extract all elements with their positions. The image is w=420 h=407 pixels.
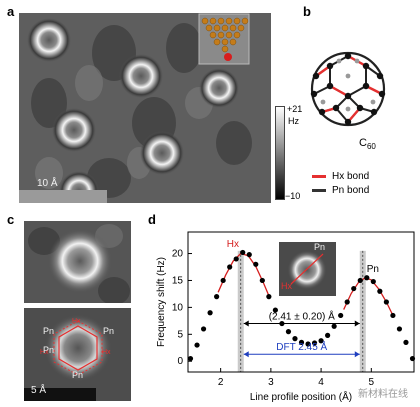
data-point (311, 340, 318, 346)
data-point (351, 285, 357, 292)
inset-afm-d (279, 242, 336, 296)
plot-frame (187, 231, 415, 373)
measured-arrowhead-right (354, 320, 360, 327)
dft-arrowhead-left (243, 351, 249, 358)
inset-label-hx: Hx (281, 281, 292, 291)
fit-curve-2 (343, 277, 393, 315)
data-point (227, 264, 233, 270)
legend-hx-swatch (312, 175, 326, 178)
afm-image-panel-a (19, 13, 271, 203)
data-point (240, 249, 246, 256)
data-point (370, 278, 376, 285)
scalebar-label-c: 5 Å (31, 385, 47, 396)
data-point (364, 275, 370, 281)
tip-inset (198, 13, 250, 65)
data-point (390, 312, 396, 319)
molecule-label: C60 (359, 137, 376, 152)
data-point (357, 277, 363, 284)
x-tick-label: 2 (218, 377, 224, 388)
panel-letter-a: a (7, 4, 15, 19)
data-point (200, 326, 207, 332)
data-point (409, 355, 416, 362)
c60-molecule (310, 51, 386, 127)
label-c-pn-right: Pn (103, 326, 115, 336)
label-c-hx-right: Hx (102, 349, 111, 356)
y-axis-label: Frequency shift (Hz) (156, 257, 167, 347)
legend-pn: Pn bond (312, 185, 369, 196)
data-point (383, 299, 389, 305)
label-c-hx-left: Hx (40, 349, 49, 356)
data-point (207, 310, 213, 316)
data-point (325, 332, 331, 338)
y-tick-label: 0 (177, 356, 183, 367)
data-point (292, 336, 298, 342)
panel-letter-d: d (148, 212, 156, 227)
afm-image-panel-c-bottom (24, 308, 131, 401)
data-point (220, 277, 226, 284)
label-c-pn-top: Pn (43, 326, 55, 336)
data-point (331, 323, 337, 329)
frequency-shift-chart: 0 5 10 15 20 2 3 4 5 Line profile position (Å) Fre… (156, 231, 416, 403)
data-point (246, 252, 252, 258)
panel-letter-b: b (303, 4, 311, 19)
data-point (396, 326, 403, 332)
data-point (194, 342, 200, 348)
label-c-hx-top: Hx (72, 318, 81, 325)
label-c-pn-extra: Pn (43, 345, 55, 355)
measured-label: (2.41 ± 0.20) Å (269, 310, 335, 323)
data-point (338, 312, 344, 319)
peak-label-pn: Pn (367, 264, 379, 275)
legend-hx: Hx bond (312, 171, 369, 182)
y-tick-label: 15 (172, 275, 184, 286)
data-point (233, 256, 239, 262)
scalebar-label-a: 10 Å (37, 178, 58, 189)
inset-label-pn: Pn (314, 242, 326, 252)
watermark: 新材料在线 (358, 389, 408, 400)
data-point (344, 299, 350, 305)
colorbar (275, 106, 285, 200)
colorbar-bottom-label: −10 (285, 191, 301, 201)
x-tick-label: 5 (369, 377, 375, 388)
data-point (272, 307, 278, 313)
data-point (266, 294, 272, 300)
peak-label-hx: Hx (227, 239, 239, 250)
measured-arrowhead-left (243, 320, 249, 327)
colorbar-top-label: +21 (287, 104, 303, 114)
data-point (377, 288, 383, 294)
panel-letter-c: c (7, 212, 15, 227)
x-axis-label: Line profile position (Å) (250, 390, 352, 403)
data-point (187, 355, 194, 362)
data-point (318, 338, 324, 344)
y-tick-label: 10 (172, 302, 184, 313)
legend-pn-label: Pn bond (332, 185, 370, 196)
label-c-pn-bottom: Pn (72, 370, 84, 380)
y-tick-label: 20 (172, 249, 184, 260)
data-point (214, 294, 220, 300)
dft-label: DFT 2.45 Å (276, 340, 327, 353)
x-tick-label: 3 (268, 377, 274, 388)
afm-image-panel-c-top (24, 221, 131, 303)
x-tick-label: 4 (318, 377, 324, 388)
legend-pn-swatch (312, 189, 326, 192)
data-point (285, 329, 292, 335)
data-point (305, 341, 311, 347)
data-point (253, 261, 259, 267)
legend-hx-label: Hx bond (332, 171, 370, 182)
data-point (259, 277, 265, 284)
colorbar-unit-label: Hz (288, 116, 299, 126)
y-tick-label: 5 (177, 329, 183, 340)
data-point (403, 339, 409, 345)
data-point (298, 339, 305, 345)
dft-arrowhead-right (354, 351, 360, 358)
